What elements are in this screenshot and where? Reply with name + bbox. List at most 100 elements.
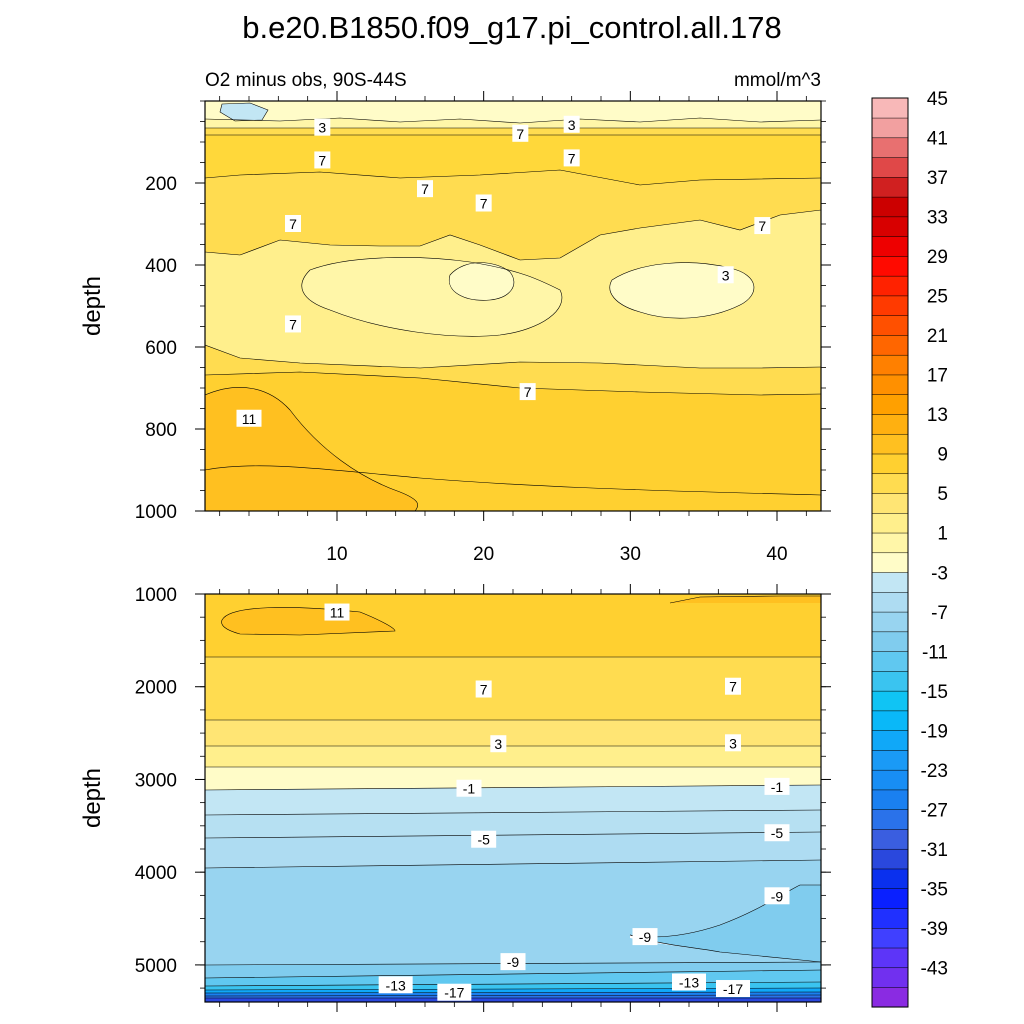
bottom-contour-label-box bbox=[716, 980, 750, 998]
top-contour-label: 7 bbox=[318, 152, 326, 168]
bottom-fill-minus-11 bbox=[205, 970, 821, 986]
top-contour-line-4 bbox=[205, 169, 821, 186]
colorbar-segment bbox=[871, 730, 909, 751]
colorbar-segment bbox=[871, 947, 909, 969]
bottom-contour-label: -1 bbox=[463, 781, 476, 797]
colorbar-label: -23 bbox=[921, 761, 948, 782]
colorbar-segment bbox=[871, 236, 909, 257]
bottom-panel-ylabel: depth bbox=[79, 768, 106, 828]
colorbar-segment bbox=[871, 591, 909, 613]
bottom-contour-line-7 bbox=[205, 784, 821, 791]
top-xtick-label: 20 bbox=[473, 544, 494, 565]
colorbar-label: -11 bbox=[922, 642, 948, 663]
bottom-contour-label-box bbox=[437, 983, 472, 1001]
colorbar-segment bbox=[871, 196, 909, 218]
top-ytick-label: 1000 bbox=[135, 502, 177, 523]
colorbar-label: -15 bbox=[921, 682, 948, 703]
bottom-contour-label-box bbox=[490, 735, 507, 753]
top-contour-label-box bbox=[314, 151, 331, 169]
colorbar-label: -3 bbox=[931, 563, 948, 584]
top-fill-7-band bbox=[205, 135, 821, 185]
colorbar-segment bbox=[871, 315, 909, 336]
bottom-ytick-label: 3000 bbox=[135, 770, 177, 791]
top-contour-label: 3 bbox=[568, 117, 576, 133]
colorbar-segment bbox=[871, 572, 909, 593]
bottom-fill-minus-13 bbox=[205, 982, 821, 990]
bottom-ytick-label: 1000 bbox=[135, 585, 177, 606]
bottom-ytick-label: 5000 bbox=[135, 956, 177, 977]
top-ytick-label: 400 bbox=[145, 256, 177, 277]
top-contour-label: 3 bbox=[722, 267, 730, 283]
top-contour-label-box bbox=[717, 266, 734, 284]
top-contour-label-box bbox=[285, 315, 301, 333]
colorbar-segment bbox=[871, 769, 909, 791]
colorbar-segment bbox=[871, 611, 909, 633]
colorbar-label: 21 bbox=[927, 326, 948, 347]
top-contour-label-box bbox=[314, 118, 331, 136]
top-fill-1-center bbox=[449, 262, 514, 301]
bottom-contour-label: 7 bbox=[480, 682, 488, 698]
bottom-contour-label-box bbox=[725, 677, 741, 695]
colorbar-label: -31 bbox=[921, 840, 948, 861]
bottom-fill-minus-15 bbox=[205, 988, 821, 993]
bottom-contour-label-box bbox=[764, 824, 790, 842]
top-contour-line-13 bbox=[205, 465, 821, 496]
top-contour-label-box bbox=[563, 115, 580, 133]
colorbar-segment bbox=[871, 117, 909, 139]
colorbar-segment bbox=[871, 809, 909, 830]
top-contour-labels: 3 7 3 7 7 7 7 7 7 3 7 7 11 bbox=[236, 115, 771, 427]
colorbar-segment bbox=[871, 789, 909, 810]
bottom-contour-label: -9 bbox=[507, 954, 520, 970]
top-contour-label: 3 bbox=[318, 120, 326, 136]
colorbar-segment bbox=[871, 986, 909, 1008]
bottom-fill-11-right bbox=[670, 596, 821, 603]
top-contour-label: 7 bbox=[289, 316, 297, 332]
bottom-contour-label: -9 bbox=[639, 929, 652, 945]
top-fill-negative-patch bbox=[220, 103, 268, 121]
top-panel-ylabel: depth bbox=[79, 276, 106, 336]
colorbar-label: 25 bbox=[927, 287, 948, 308]
bottom-contour-label-box bbox=[324, 603, 350, 621]
bottom-fill-11 bbox=[221, 607, 395, 635]
colorbar-label: -39 bbox=[921, 919, 948, 940]
colorbar-segment bbox=[871, 97, 909, 119]
colorbar-segment bbox=[871, 137, 909, 158]
bottom-contour-label-box bbox=[764, 777, 790, 795]
bottom-contour-label-box bbox=[475, 680, 492, 698]
colorbar-label: 9 bbox=[937, 445, 948, 466]
colorbar-segment bbox=[871, 532, 909, 554]
top-contour-line-5 bbox=[205, 209, 821, 261]
colorbar-label: -19 bbox=[921, 721, 948, 742]
colorbar-frame bbox=[871, 97, 909, 1008]
colorbar: 45 41 37 33 29 25 21 17 13 9 5 1 -3 -7 -11 -15 -19 -23 -27… bbox=[871, 89, 948, 1008]
colorbar-segment bbox=[871, 888, 909, 909]
colorbar-segment bbox=[871, 690, 909, 712]
top-contour-label-box bbox=[236, 409, 262, 427]
top-contour-label: 7 bbox=[568, 150, 576, 166]
colorbar-segment bbox=[871, 157, 909, 178]
colorbar-segment bbox=[871, 334, 909, 356]
bottom-contour-label: 3 bbox=[494, 736, 502, 752]
bottom-ytick-label: 2000 bbox=[135, 678, 177, 699]
bottom-contour-label-box bbox=[378, 976, 413, 994]
colorbar-segment bbox=[871, 651, 909, 672]
top-contour-label-box bbox=[754, 217, 771, 235]
top-fill-near-surface bbox=[205, 101, 821, 123]
top-contour-label: 7 bbox=[524, 384, 532, 400]
bottom-contour-label-box bbox=[500, 953, 526, 971]
top-contour-label: 7 bbox=[480, 196, 488, 212]
colorbar-segment bbox=[871, 868, 909, 889]
bottom-contour-label-box bbox=[764, 887, 790, 905]
colorbar-segment bbox=[871, 492, 909, 514]
bottom-contour-label-box bbox=[456, 779, 482, 797]
bottom-panel: depth bbox=[79, 584, 831, 1012]
bottom-contour-label: 7 bbox=[729, 679, 737, 695]
top-xtick-label: 10 bbox=[326, 544, 347, 565]
bottom-contour-label: -5 bbox=[477, 832, 490, 848]
colorbar-segment bbox=[871, 295, 909, 316]
colorbar-segment bbox=[871, 512, 909, 534]
colorbar-label: -7 bbox=[931, 603, 948, 624]
bottom-contour-fills bbox=[205, 594, 821, 1002]
bottom-contour-line-10 bbox=[205, 859, 821, 869]
